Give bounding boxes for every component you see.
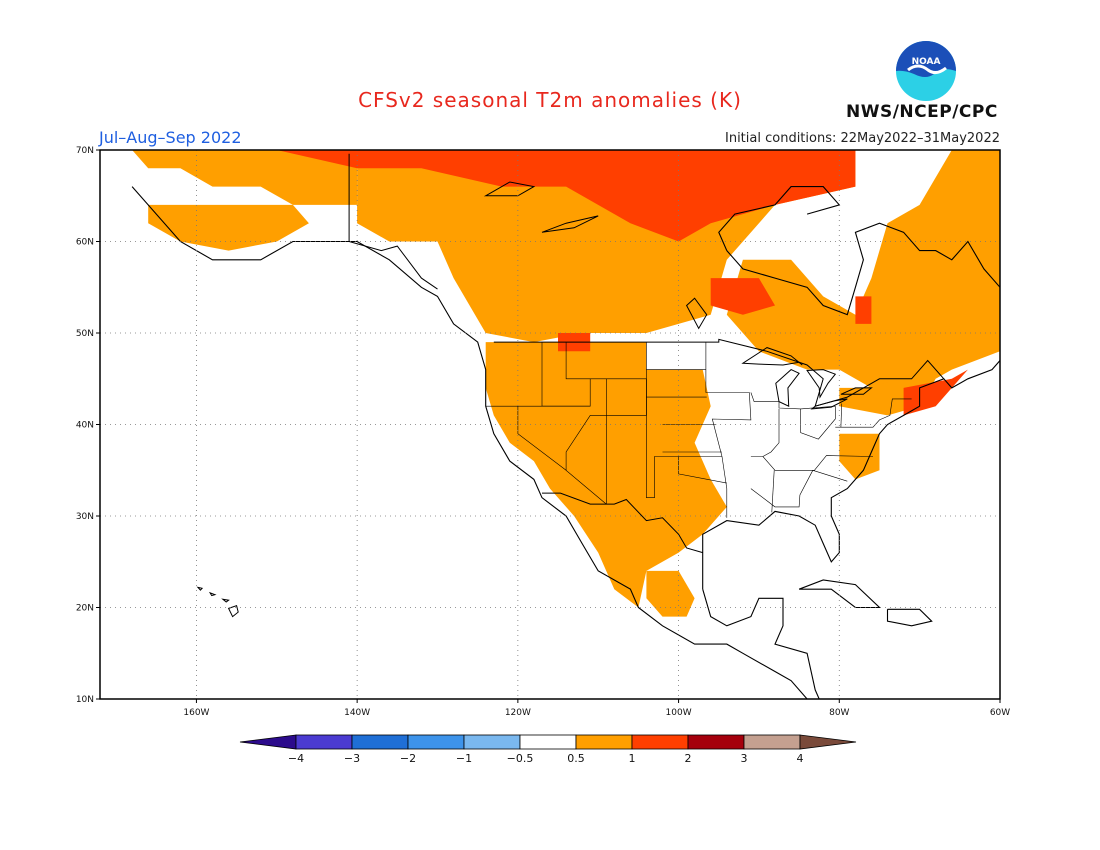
lake-superior bbox=[741, 347, 803, 366]
north-america-coast bbox=[131, 186, 810, 699]
maui bbox=[221, 598, 230, 603]
hudson-bay bbox=[726, 222, 1000, 316]
lat-label: 50N bbox=[76, 329, 94, 339]
state-line bbox=[750, 470, 814, 508]
hispaniola bbox=[886, 608, 933, 627]
border-layer bbox=[348, 153, 945, 554]
colorbar-high-arrow bbox=[799, 734, 857, 750]
anomaly-region-alaska-southwest bbox=[148, 204, 309, 251]
agency-label: NWS/NCEP/CPC bbox=[846, 102, 998, 122]
gulf-coast bbox=[702, 360, 1000, 590]
forecast-period: Jul–Aug–Sep 2022 bbox=[99, 128, 242, 147]
colorbar-label: 1 bbox=[629, 752, 636, 765]
colorbar-swatch bbox=[295, 734, 353, 750]
state-line bbox=[565, 342, 591, 380]
colorbar-label: −2 bbox=[400, 752, 416, 765]
colorbar-label: 4 bbox=[797, 752, 804, 765]
anomaly-region-quebec-east bbox=[855, 296, 872, 324]
lon-label: 80W bbox=[829, 708, 849, 718]
alaska-canada-border bbox=[348, 153, 438, 290]
lon-label: 160W bbox=[183, 708, 209, 718]
state-line bbox=[750, 392, 836, 410]
cuba bbox=[798, 579, 881, 609]
noaa-logo-text: NOAA bbox=[912, 57, 941, 67]
lon-label: 60W bbox=[990, 708, 1010, 718]
anomaly-region-alaska-north-slope bbox=[132, 150, 358, 205]
chart-title: CFSv2 seasonal T2m anomalies (K) bbox=[358, 88, 742, 112]
longitude-labels: 160W 140W 120W 100W 80W 60W bbox=[183, 708, 1010, 718]
colorbar-label: −3 bbox=[344, 752, 360, 765]
lake-huron bbox=[806, 369, 837, 399]
colorbar-label: 3 bbox=[741, 752, 748, 765]
state-line bbox=[705, 342, 752, 518]
colorbar-swatch bbox=[687, 734, 745, 750]
colorbar: −4 −3 −2 −1 −0.5 0.5 1 2 3 4 bbox=[239, 734, 857, 765]
great-bear-lake bbox=[483, 181, 536, 197]
colorbar-swatch bbox=[407, 734, 465, 750]
state-line bbox=[762, 408, 780, 457]
colorbar-swatch bbox=[743, 734, 801, 750]
lon-label: 120W bbox=[505, 708, 531, 718]
kauai bbox=[196, 586, 204, 591]
coastline-layer bbox=[131, 186, 1000, 699]
lake-michigan bbox=[775, 369, 800, 408]
anomaly-layer bbox=[132, 150, 1000, 617]
lat-label: 70N bbox=[76, 146, 94, 156]
state-line bbox=[835, 398, 912, 428]
state-line bbox=[812, 470, 848, 482]
state-line bbox=[646, 342, 722, 499]
colorbar-swatch bbox=[519, 734, 577, 750]
colorbar-label: −1 bbox=[456, 752, 472, 765]
noaa-logo-icon: NOAA bbox=[896, 41, 956, 101]
state-line bbox=[771, 470, 775, 513]
anomaly-region-mid-atlantic bbox=[839, 433, 880, 480]
yucatan bbox=[702, 589, 820, 699]
lon-label: 140W bbox=[344, 708, 370, 718]
hudson-bay-west-shore bbox=[718, 186, 841, 251]
lat-label: 40N bbox=[76, 421, 94, 431]
lat-label: 10N bbox=[76, 695, 94, 705]
oahu bbox=[208, 591, 217, 597]
anomaly-region-mexico-south bbox=[646, 570, 695, 617]
colorbar-swatch bbox=[463, 734, 521, 750]
lon-label: 100W bbox=[666, 708, 692, 718]
lat-label: 20N bbox=[76, 604, 94, 614]
colorbar-swatch bbox=[631, 734, 689, 750]
state-line bbox=[678, 456, 727, 484]
colorbar-label: 2 bbox=[685, 752, 692, 765]
lat-label: 60N bbox=[76, 238, 94, 248]
colorbar-swatch bbox=[351, 734, 409, 750]
great-slave-lake bbox=[541, 215, 599, 233]
latitude-labels: 10N 20N 30N 40N 50N 60N 70N bbox=[76, 146, 94, 705]
state-line bbox=[800, 406, 836, 440]
lake-winnipeg bbox=[685, 297, 708, 330]
state-line bbox=[840, 403, 842, 428]
colorbar-label: −0.5 bbox=[507, 752, 534, 765]
hawaii-island bbox=[227, 605, 239, 618]
us-mexico-border bbox=[542, 492, 703, 554]
colorbar-label: −4 bbox=[288, 752, 304, 765]
gridlines bbox=[96, 149, 1001, 703]
map-frame bbox=[99, 149, 1001, 700]
lakes-layer bbox=[483, 181, 873, 410]
us-canada-border bbox=[493, 338, 945, 407]
initial-conditions: Initial conditions: 22May2022–31May2022 bbox=[725, 131, 1000, 146]
colorbar-low-arrow bbox=[239, 734, 297, 750]
colorbar-label: 0.5 bbox=[567, 752, 585, 765]
anomaly-region-hudson-bay-west bbox=[710, 278, 775, 315]
colorbar-swatch bbox=[575, 734, 633, 750]
anomaly-region-eastern-canada bbox=[726, 150, 1000, 388]
anomaly-region-arctic-canada bbox=[148, 150, 856, 242]
lake-ontario bbox=[840, 387, 873, 395]
lat-label: 30N bbox=[76, 512, 94, 522]
